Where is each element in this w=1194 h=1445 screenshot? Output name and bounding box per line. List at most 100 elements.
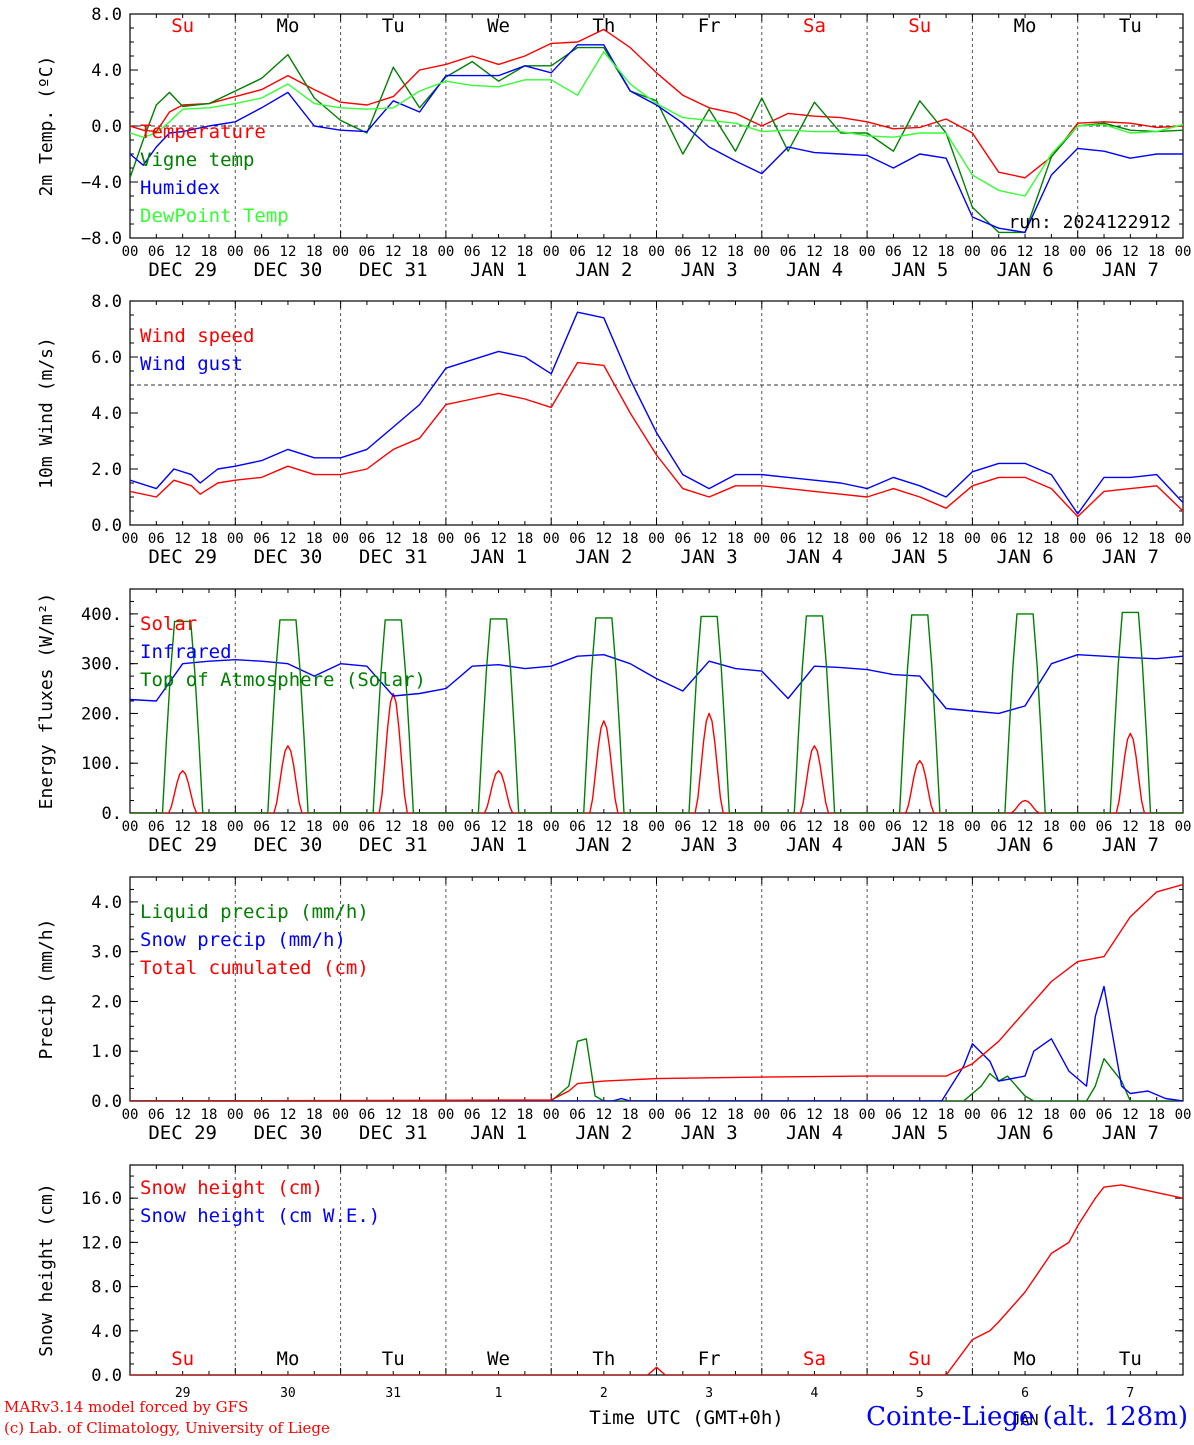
day-letter: Th — [592, 1348, 615, 1370]
y-tick-label: 8.0 — [91, 5, 122, 25]
x-hour-label: 00 — [122, 531, 139, 547]
x-hour-label: 12 — [806, 244, 823, 260]
legend-entry: Wind gust — [140, 353, 243, 375]
x-date-label: JAN 4 — [786, 834, 843, 856]
x-hour-label: 00 — [332, 1107, 349, 1123]
x-hour-label: 12 — [280, 1107, 297, 1123]
legend-entry: Wind speed — [140, 325, 254, 347]
x-hour-label: 00 — [1069, 244, 1086, 260]
x-hour-label: 00 — [543, 1107, 560, 1123]
y-axis-label: 2m Temp. (ºC) — [36, 56, 57, 197]
x-hour-label: 06 — [253, 1107, 270, 1123]
x-hour-label: 18 — [411, 531, 428, 547]
x-hour-label: 18 — [201, 1107, 218, 1123]
x-hour-label: 12 — [490, 1107, 507, 1123]
day-letter: Su — [171, 15, 194, 37]
x-hour-label: 12 — [385, 1107, 402, 1123]
x-date-label: JAN 1 — [470, 546, 527, 568]
x-hour-label: 18 — [516, 819, 533, 835]
x-hour-label: 00 — [753, 1107, 770, 1123]
x-hour-label: 00 — [437, 244, 454, 260]
x-hour-label: 06 — [990, 1107, 1007, 1123]
x-hour-label: 06 — [358, 531, 375, 547]
snow-day-number: 6 — [1021, 1386, 1029, 1401]
x-hour-label: 12 — [174, 819, 191, 835]
y-tick-label: 0.0 — [91, 117, 122, 137]
series-line-top-of-atmosphere-solar- — [130, 611, 1183, 813]
x-hour-label: 06 — [674, 244, 691, 260]
x-date-label: JAN 6 — [996, 259, 1053, 281]
x-hour-label: 06 — [148, 531, 165, 547]
x-hour-label: 00 — [437, 819, 454, 835]
x-hour-label: 12 — [595, 819, 612, 835]
day-letter: Fr — [698, 1348, 721, 1370]
day-letter: Mo — [1014, 15, 1037, 37]
x-hour-label: 12 — [385, 244, 402, 260]
x-date-label: DEC 30 — [254, 259, 323, 281]
day-letter: Sa — [803, 15, 826, 37]
x-hour-label: 12 — [701, 531, 718, 547]
x-date-label: JAN 6 — [996, 1122, 1053, 1144]
day-letter: Mo — [277, 15, 300, 37]
y-tick-label: 16.0 — [81, 1189, 122, 1209]
day-letter: Tu — [382, 15, 405, 37]
y-tick-label: −8.0 — [81, 229, 122, 249]
x-hour-label: 00 — [1175, 1107, 1192, 1123]
x-hour-label: 18 — [411, 819, 428, 835]
x-hour-label: 06 — [148, 819, 165, 835]
x-hour-label: 06 — [885, 1107, 902, 1123]
y-tick-label: 1.0 — [91, 1042, 122, 1062]
day-letter: Su — [908, 1348, 931, 1370]
x-hour-label: 12 — [911, 819, 928, 835]
x-hour-label: 12 — [1122, 531, 1139, 547]
x-date-label: JAN 7 — [1102, 259, 1159, 281]
x-hour-label: 00 — [964, 1107, 981, 1123]
x-hour-label: 00 — [753, 819, 770, 835]
x-hour-label: 00 — [648, 244, 665, 260]
series-line-vigne-temp — [130, 46, 1183, 234]
x-hour-label: 06 — [780, 244, 797, 260]
x-hour-label: 18 — [832, 531, 849, 547]
legend-entry: Top of Atmosphere (Solar) — [140, 669, 426, 691]
x-hour-label: 06 — [569, 531, 586, 547]
x-hour-label: 00 — [122, 244, 139, 260]
series-line-liquid-precip-mm-h- — [130, 1038, 1183, 1101]
x-hour-label: 12 — [490, 531, 507, 547]
x-hour-label: 06 — [464, 244, 481, 260]
snow-day-number: 5 — [916, 1386, 924, 1401]
snow-day-number: 7 — [1126, 1386, 1134, 1401]
x-hour-label: 12 — [1017, 244, 1034, 260]
y-tick-label: 12.0 — [81, 1233, 122, 1253]
y-axis-label: Snow height (cm) — [36, 1183, 57, 1356]
x-hour-label: 18 — [727, 244, 744, 260]
x-date-label: JAN 2 — [575, 1122, 632, 1144]
day-letter: Su — [171, 1348, 194, 1370]
x-hour-label: 18 — [832, 1107, 849, 1123]
x-hour-label: 18 — [832, 244, 849, 260]
y-tick-label: 4.0 — [91, 893, 122, 913]
series-group — [130, 883, 1183, 1101]
x-hour-label: 12 — [595, 531, 612, 547]
x-hour-label: 12 — [595, 1107, 612, 1123]
x-hour-label: 18 — [306, 244, 323, 260]
x-hour-label: 12 — [701, 244, 718, 260]
x-hour-label: 06 — [253, 531, 270, 547]
x-hour-label: 12 — [174, 244, 191, 260]
x-hour-label: 06 — [569, 1107, 586, 1123]
legend-entry: Temperature — [140, 121, 266, 143]
y-tick-label: 4.0 — [91, 404, 122, 424]
x-hour-label: 12 — [806, 531, 823, 547]
x-hour-label: 00 — [1069, 819, 1086, 835]
x-hour-label: 12 — [280, 819, 297, 835]
x-date-label: JAN 1 — [470, 1122, 527, 1144]
x-hour-label: 06 — [780, 1107, 797, 1123]
x-hour-label: 00 — [964, 244, 981, 260]
x-hour-label: 00 — [859, 1107, 876, 1123]
panel-snow: 0.0 4.0 8.0 12.0 16.0 Snow height (cm) Su Mo Tu W… — [36, 1164, 1184, 1386]
station-label: Cointe-Liege (alt. 128m) — [866, 1402, 1188, 1432]
panel-wind: 0.0 2.0 4.0 6.0 8.0 10m Wind (m/s) 00 06 12 18 00 0… — [36, 292, 1191, 568]
x-hour-label: 00 — [964, 819, 981, 835]
x-date-label: JAN 2 — [575, 546, 632, 568]
x-hour-label: 18 — [622, 244, 639, 260]
